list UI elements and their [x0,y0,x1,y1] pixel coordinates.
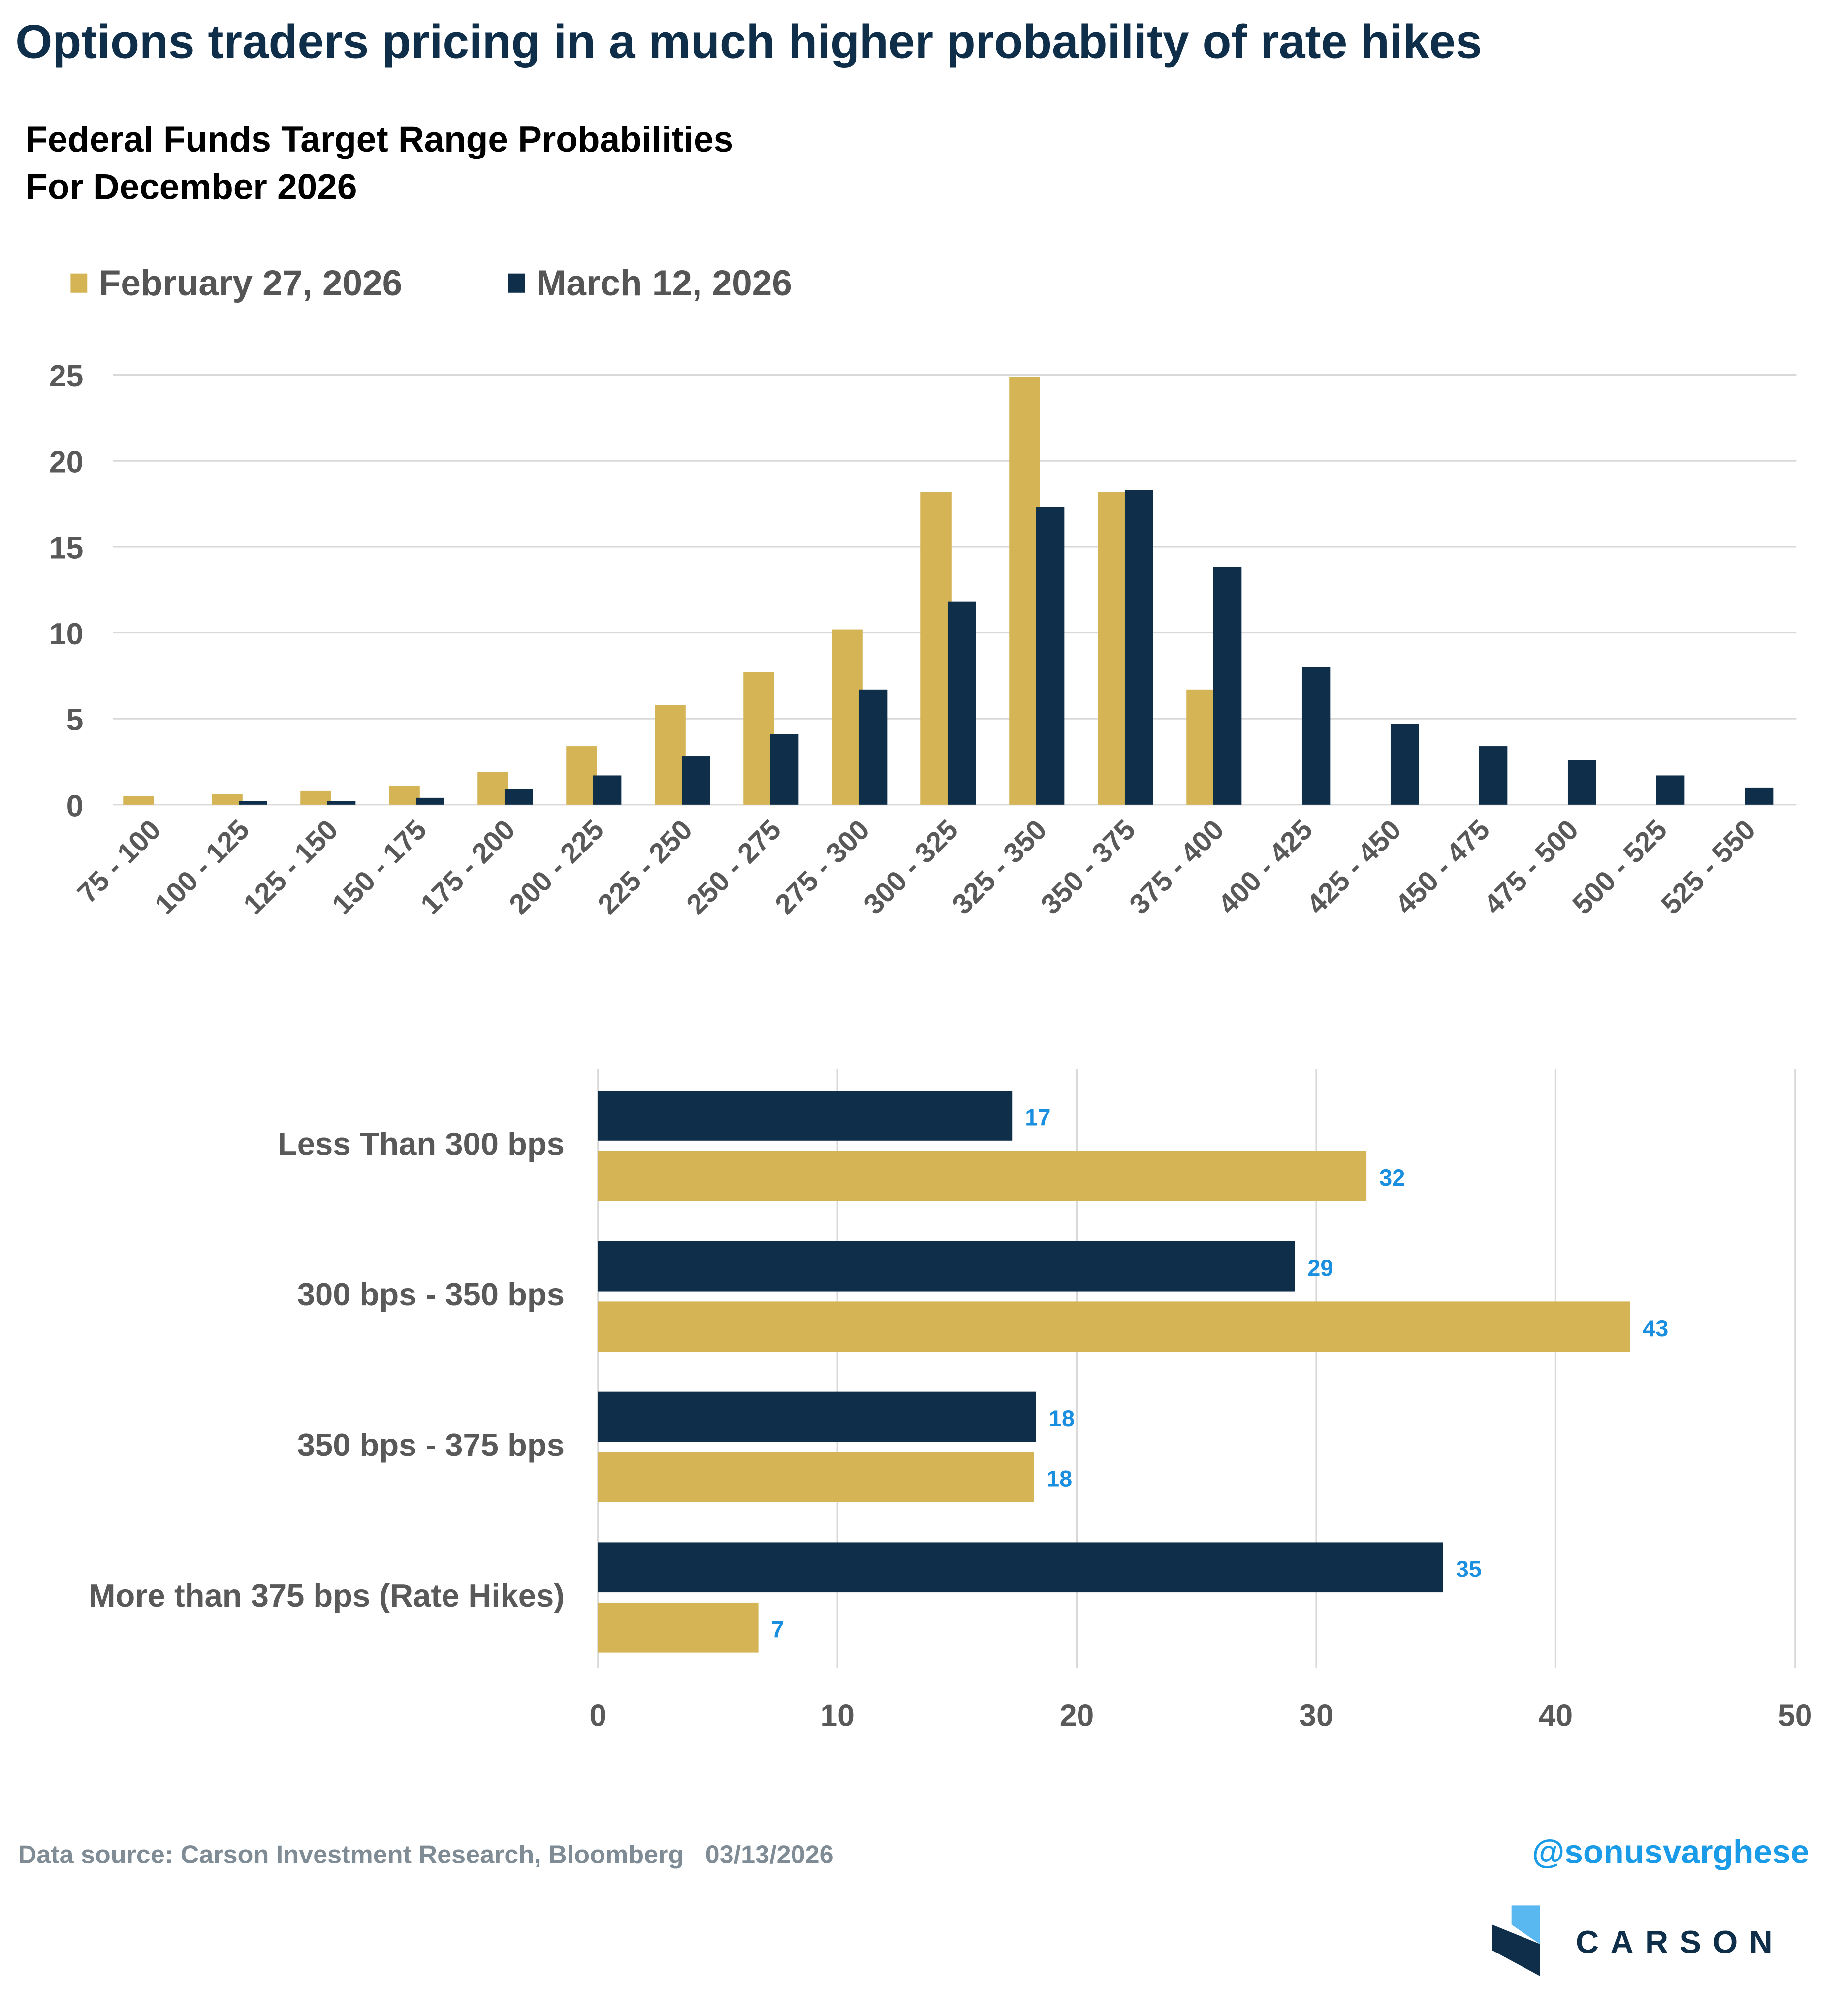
x-tick-label: 125 - 150 [237,814,344,921]
bar-march [415,797,444,805]
x-tick-label: 150 - 175 [326,814,433,921]
x-tick-label: 400 - 425 [1212,814,1319,921]
bar-february [598,1452,1034,1502]
x-tick-label: 300 - 325 [857,814,964,921]
bar-march [858,689,888,805]
x-tick-label: 525 - 550 [1655,814,1762,921]
x-tick-label: 30 [1299,1698,1333,1732]
x-tick-label: 0 [589,1698,606,1732]
data-label: 17 [1025,1105,1050,1131]
page-title: Options traders pricing in a much higher… [15,16,1482,68]
bar-march [598,1391,1036,1442]
bar-march [681,756,710,805]
bar-february [566,746,597,805]
x-tick-label: 10 [820,1698,855,1732]
y-tick-label: 20 [49,445,84,479]
chart-subtitle-line2: For December 2026 [26,167,357,207]
bar-march [1479,746,1508,805]
bar-february [1186,689,1217,805]
bar-march [1301,667,1331,805]
bar-march [598,1091,1013,1141]
bar-february [477,772,508,805]
x-tick-label: 425 - 450 [1301,814,1407,921]
bar-march [598,1542,1443,1593]
bar-february [743,672,774,805]
x-tick-label: 250 - 275 [680,814,787,921]
bar-february [300,790,331,805]
data-label: 7 [771,1616,784,1642]
bar-february [598,1151,1367,1201]
bar-march [1124,490,1153,805]
x-tick-label: 475 - 500 [1478,814,1585,921]
y-tick-label: 25 [49,359,84,393]
category-label: 350 bps - 375 bps [297,1427,565,1463]
bar-march [1745,787,1774,805]
carson-logo: CARSON [1492,1905,1784,1976]
data-label: 43 [1643,1316,1668,1341]
x-tick-label: 450 - 475 [1389,814,1496,921]
bar-february [598,1301,1630,1352]
chart-subtitle-line1: Federal Funds Target Range Probabilities [26,120,733,159]
y-tick-label: 15 [49,531,84,565]
bar-february [1098,492,1129,805]
legend-label-feb: February 27, 2026 [99,263,403,303]
x-tick-label: 40 [1539,1698,1573,1732]
legend: February 27, 2026 March 12, 2026 [70,263,792,303]
carson-logo-icon-dark [1492,1924,1540,1976]
author-handle[interactable]: @sonusvarghese [1532,1833,1809,1870]
bar-march [238,801,267,805]
x-tick-label: 20 [1060,1698,1094,1732]
bar-march [770,734,799,805]
legend-swatch-mar [508,273,525,293]
bar-february [389,786,420,805]
data-label: 18 [1047,1466,1072,1492]
x-tick-label: 275 - 300 [769,814,876,921]
data-label: 32 [1379,1165,1405,1191]
x-tick-label: 325 - 350 [946,814,1053,921]
bar-february [123,796,154,805]
x-tick-label: 175 - 200 [414,814,521,921]
x-tick-label: 200 - 225 [503,814,610,921]
bar-february [655,705,686,805]
y-tick-label: 0 [66,788,84,823]
x-tick-label: 100 - 125 [149,814,255,921]
legend-label-mar: March 12, 2026 [537,263,792,303]
bar-march [593,775,622,805]
bucket-chart: 0 10 20 30 40 50 Less Than 300 bps 17 32 300 bps … [89,1069,1812,1732]
bar-february [598,1602,759,1653]
legend-swatch-feb [70,273,88,293]
y-tick-label: 10 [49,617,84,651]
carson-logo-text: CARSON [1576,1924,1784,1960]
category-label: More than 375 bps (Rate Hikes) [89,1577,565,1613]
x-tick-label: 225 - 250 [592,814,698,921]
category-label: Less Than 300 bps [278,1126,565,1162]
data-label: 29 [1307,1255,1333,1281]
x-tick-label: 375 - 400 [1123,814,1230,921]
bar-march [1567,760,1596,805]
data-label: 35 [1456,1556,1482,1582]
data-label: 18 [1049,1406,1075,1431]
x-tick-label: 500 - 525 [1566,814,1673,921]
bar-february [920,492,952,805]
x-tick-label: 50 [1778,1698,1812,1732]
y-tick-label: 5 [66,703,84,737]
bar-february [212,794,243,805]
x-tick-label: 350 - 375 [1035,814,1142,921]
category-label: 300 bps - 350 bps [297,1276,565,1312]
bar-march [327,801,356,805]
bar-march [947,601,976,805]
bar-february [1009,377,1040,805]
bar-march [1036,507,1065,805]
bar-march [598,1241,1295,1292]
carson-logo-icon [1511,1905,1540,1944]
data-source: Data source: Carson Investment Research,… [18,1840,833,1869]
bar-march [504,789,533,805]
bar-march [1656,775,1685,805]
bar-february [832,629,863,805]
bar-march [1390,724,1419,805]
bar-march [1213,567,1242,805]
